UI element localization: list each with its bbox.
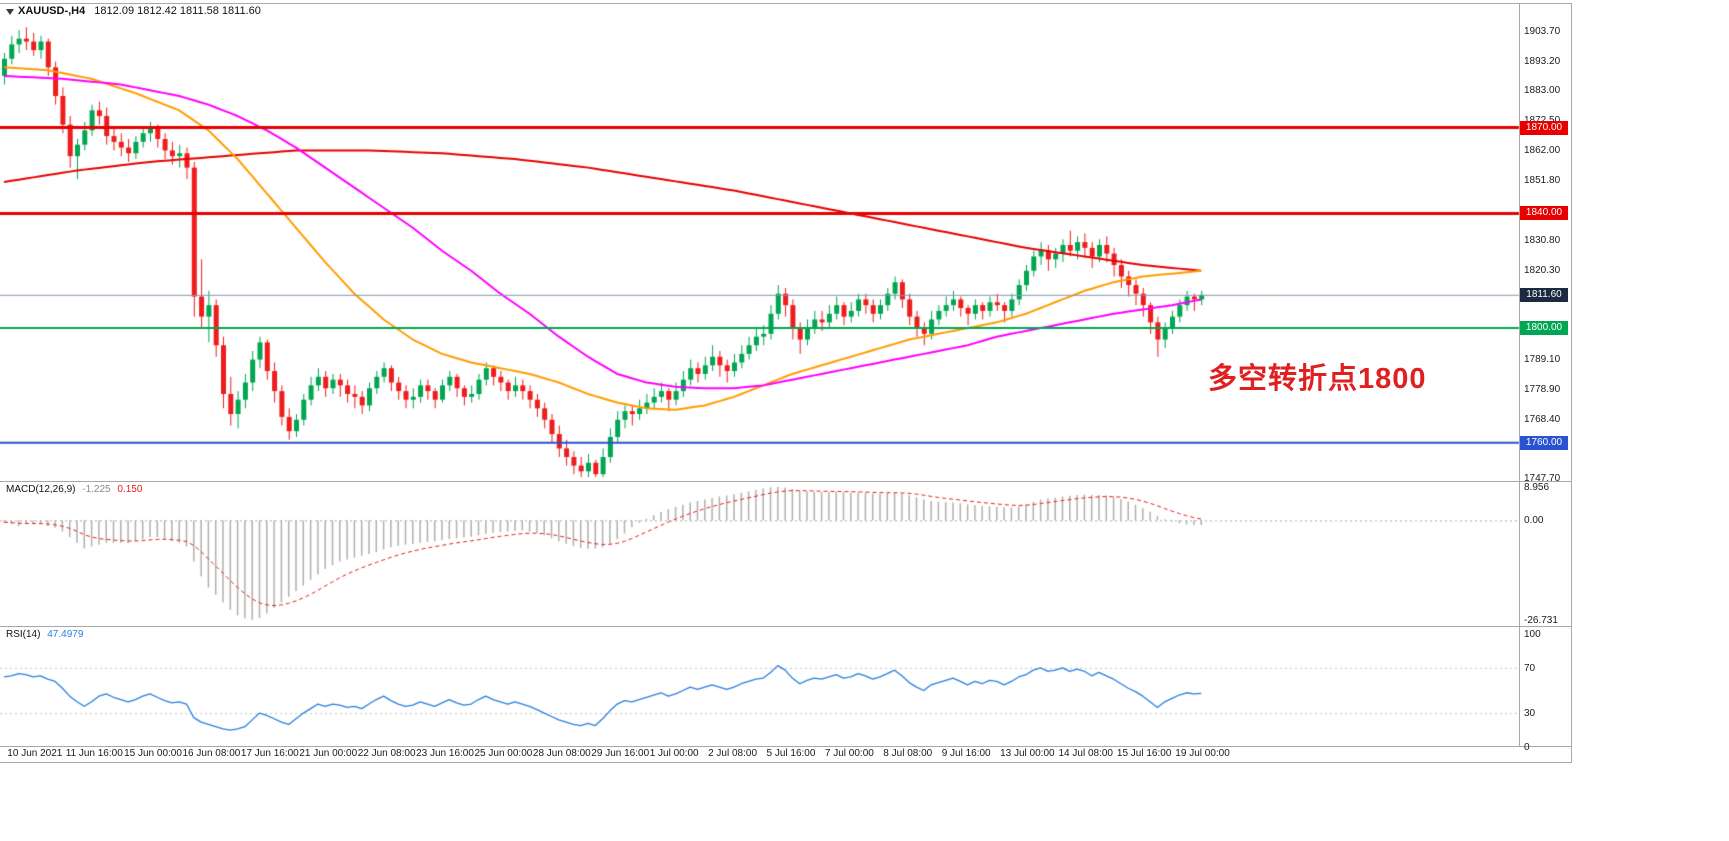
price-axis-label: 1778.90 bbox=[1524, 383, 1561, 395]
hline-badge-1840.00[interactable]: 1840.00 bbox=[1520, 206, 1568, 221]
hline-badge-1760.00[interactable]: 1760.00 bbox=[1520, 435, 1568, 450]
macd-axis-label: -26.731 bbox=[1524, 615, 1558, 627]
time-axis-label: 11 Jun 16:00 bbox=[65, 748, 123, 759]
price-axis-label: 1789.10 bbox=[1524, 354, 1561, 366]
price-axis-label: 1830.80 bbox=[1524, 234, 1561, 246]
annotation-text[interactable]: 多空转折点1800 bbox=[1208, 363, 1427, 395]
price-scale-border bbox=[1519, 3, 1520, 746]
rsi-name: RSI(14) bbox=[6, 629, 41, 640]
hline-badge-1800.00[interactable]: 1800.00 bbox=[1520, 321, 1568, 336]
price-axis-label: 1883.00 bbox=[1524, 85, 1561, 97]
time-axis-label: 22 Jun 08:00 bbox=[357, 748, 416, 759]
time-axis-label: 5 Jul 16:00 bbox=[766, 748, 816, 759]
rsi-panel-separator[interactable] bbox=[0, 626, 1572, 627]
time-axis-label: 15 Jun 00:00 bbox=[124, 748, 182, 759]
window-bottom-border bbox=[0, 762, 1572, 763]
rsi-indicator-label: RSI(14) 47.4979 bbox=[6, 629, 87, 640]
price-axis-label: 1893.20 bbox=[1524, 56, 1561, 68]
macd-signal-value: 0.150 bbox=[117, 484, 143, 495]
chart-title: XAUUSD-,H4 1812.09 1812.42 1811.58 1811.… bbox=[18, 5, 261, 17]
macd-indicator-label: MACD(12,26,9) -1.225 0.150 bbox=[6, 484, 146, 495]
time-axis-label: 29 Jun 16:00 bbox=[591, 748, 650, 759]
symbol-marker-icon bbox=[6, 9, 14, 15]
rsi-value: 47.4979 bbox=[47, 629, 84, 640]
price-axis-label: 1768.40 bbox=[1524, 413, 1561, 425]
rsi-axis-label: 30 bbox=[1524, 708, 1536, 720]
rsi-axis-label: 0 bbox=[1524, 742, 1530, 753]
price-axis-label: 1862.00 bbox=[1524, 145, 1561, 157]
time-axis-label: 25 Jun 00:00 bbox=[474, 748, 533, 759]
price-axis-label: 1851.80 bbox=[1524, 174, 1561, 186]
time-axis-label: 19 Jul 00:00 bbox=[1175, 748, 1230, 759]
chart-ohlc-quote: 1812.09 1812.42 1811.58 1811.60 bbox=[94, 5, 261, 17]
window-right-border bbox=[1571, 3, 1572, 762]
time-axis-label: 9 Jul 16:00 bbox=[941, 748, 991, 759]
macd-axis-label: 0.00 bbox=[1524, 515, 1544, 527]
time-axis-label: 17 Jun 16:00 bbox=[240, 748, 299, 759]
time-axis-label: 10 Jun 2021 bbox=[7, 748, 63, 759]
time-axis-label: 13 Jul 00:00 bbox=[1000, 748, 1055, 759]
chart-symbol-timeframe: XAUUSD-,H4 bbox=[18, 5, 86, 17]
time-axis-label: 8 Jul 08:00 bbox=[883, 748, 933, 759]
macd-name: MACD(12,26,9) bbox=[6, 484, 76, 495]
window-top-border bbox=[0, 3, 1572, 4]
time-axis-label: 2 Jul 08:00 bbox=[708, 748, 758, 759]
time-axis-label: 1 Jul 00:00 bbox=[649, 748, 699, 759]
price-axis-label: 1747.70 bbox=[1524, 472, 1561, 484]
time-axis-label: 14 Jul 08:00 bbox=[1058, 748, 1114, 759]
price-axis-label: 1820.30 bbox=[1524, 264, 1561, 276]
time-axis-separator bbox=[0, 746, 1572, 747]
time-axis-label: 15 Jul 16:00 bbox=[1116, 748, 1172, 759]
time-axis-label: 23 Jun 16:00 bbox=[416, 748, 474, 759]
rsi-axis-label: 100 bbox=[1524, 629, 1541, 640]
rsi-axis-label: 70 bbox=[1524, 662, 1536, 674]
macd-axis-label: 8.956 bbox=[1524, 482, 1550, 494]
time-axis-label: 7 Jul 00:00 bbox=[824, 748, 874, 759]
price-axis-label: 1903.70 bbox=[1524, 25, 1561, 37]
hline-badge-1870.00[interactable]: 1870.00 bbox=[1520, 120, 1568, 135]
macd-panel-separator[interactable] bbox=[0, 481, 1572, 482]
time-axis-label: 28 Jun 08:00 bbox=[532, 748, 591, 759]
time-axis-label: 16 Jun 08:00 bbox=[182, 748, 241, 759]
macd-main-value: -1.225 bbox=[82, 484, 111, 495]
current-price-badge: 1811.60 bbox=[1520, 287, 1568, 302]
time-axis-label: 21 Jun 00:00 bbox=[299, 748, 358, 759]
